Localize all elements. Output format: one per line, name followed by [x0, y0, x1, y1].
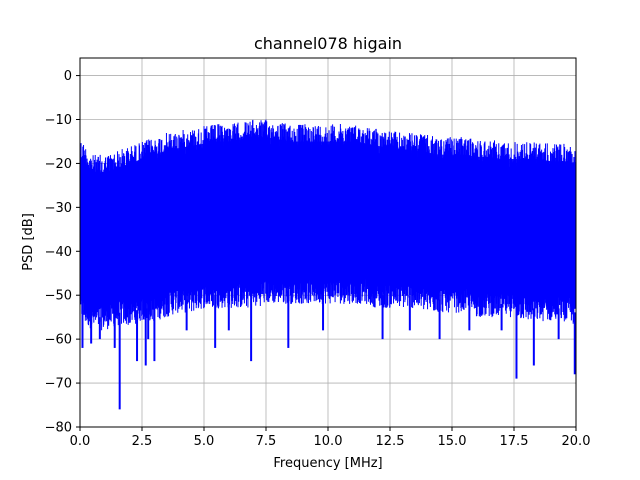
x-tick-label: 12.5 — [376, 434, 405, 449]
psd-trace-core — [80, 137, 576, 304]
x-tick-label: 17.5 — [500, 434, 529, 449]
y-axis-label: PSD [dB] — [21, 213, 36, 271]
ticks: 0.0 2.5 5.0 7.5 10.0 12.5 15.0 17.5 20.0 0 −10 −20 −… — [45, 69, 591, 449]
data-layer — [79, 119, 577, 410]
y-tick-label: 0 — [64, 69, 72, 84]
chart-title: channel078 higain — [254, 34, 402, 53]
x-tick-label: 15.0 — [438, 434, 467, 449]
y-tick-label: −30 — [45, 201, 72, 216]
y-tick-label: −50 — [45, 289, 72, 304]
y-tick-label: −70 — [45, 377, 72, 392]
y-tick-label: −10 — [45, 113, 72, 128]
x-tick-label: 10.0 — [314, 434, 343, 449]
y-tick-label: −40 — [45, 245, 72, 260]
x-tick-label: 7.5 — [256, 434, 277, 449]
x-tick-label: 5.0 — [194, 434, 215, 449]
y-tick-label: −80 — [45, 421, 72, 436]
y-tick-label: −20 — [45, 157, 72, 172]
x-tick-label: 2.5 — [132, 434, 153, 449]
x-tick-label: 20.0 — [562, 434, 591, 449]
x-axis-label: Frequency [MHz] — [273, 456, 382, 471]
y-tick-label: −60 — [45, 333, 72, 348]
x-tick-label: 0.0 — [70, 434, 91, 449]
